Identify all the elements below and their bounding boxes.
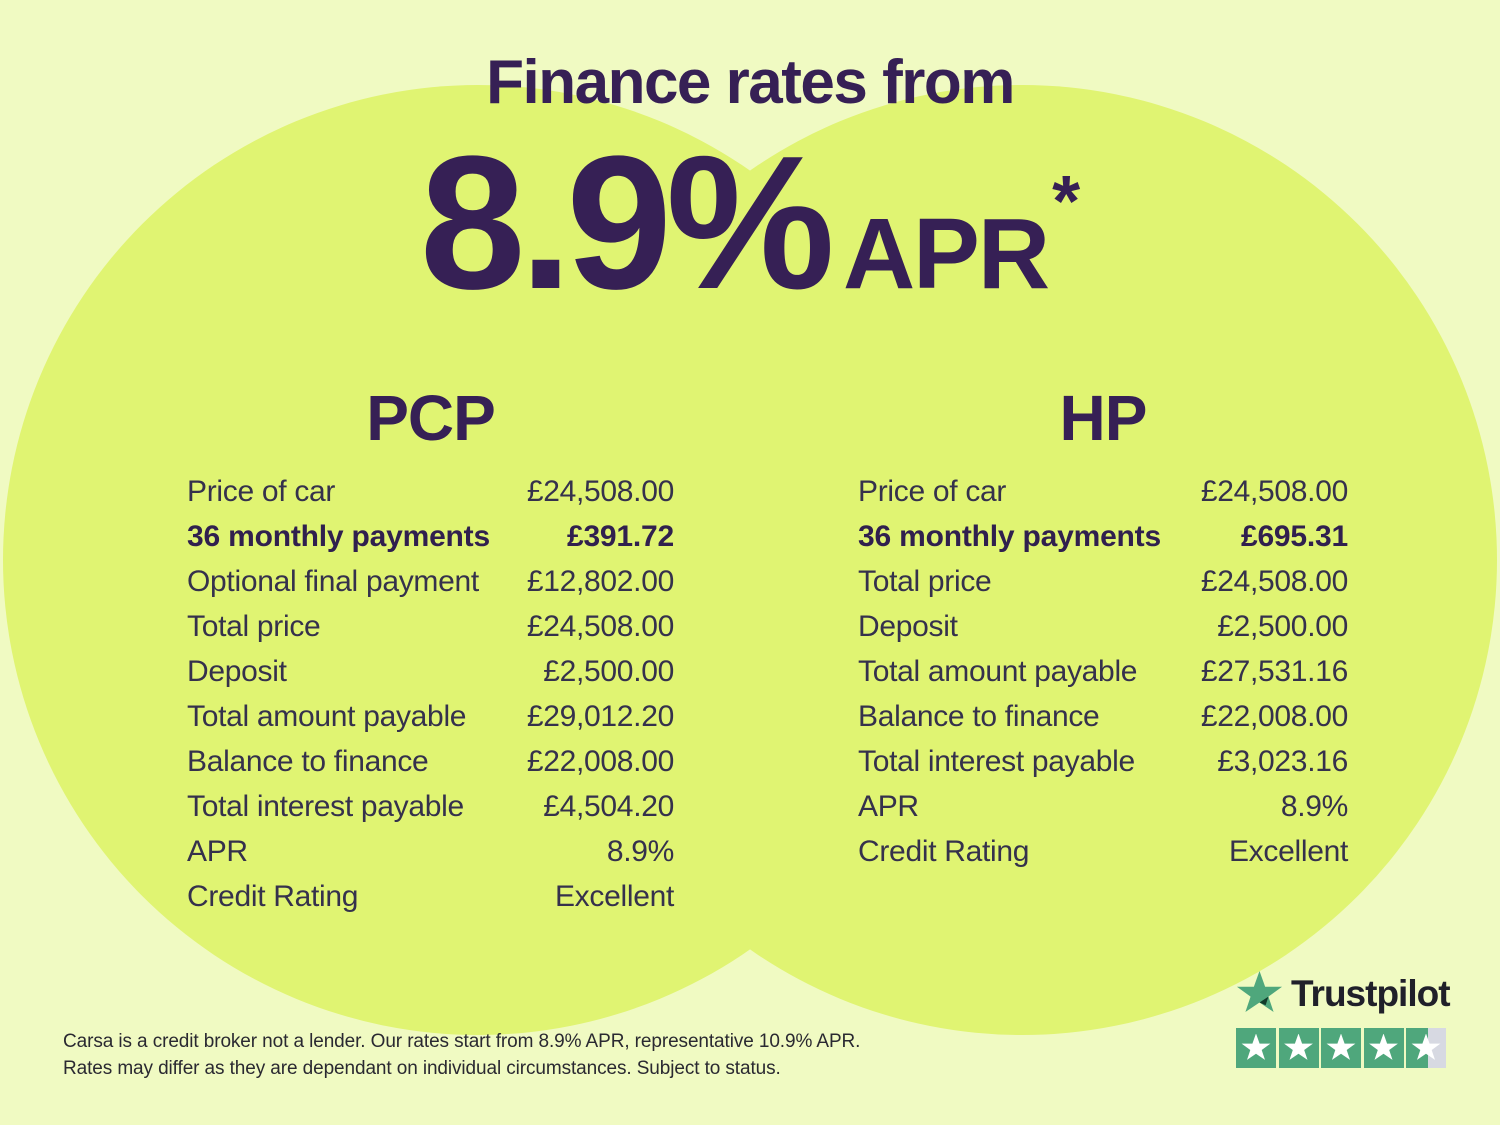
row-label: APR xyxy=(858,790,919,823)
rating-star-full-icon xyxy=(1236,1028,1276,1068)
table-row: Total amount payable £29,012.20 xyxy=(187,694,674,739)
row-label: Balance to finance xyxy=(187,745,429,778)
row-label: APR xyxy=(187,835,248,868)
row-value: £27,531.16 xyxy=(1200,655,1348,688)
background-circle-right xyxy=(547,85,1497,1035)
table-row: Price of car £24,508.00 xyxy=(858,469,1348,514)
hero-rate: 8.9% APR * xyxy=(0,117,1500,347)
row-label: 36 monthly payments xyxy=(187,520,490,553)
trustpilot-star-icon xyxy=(1236,971,1283,1016)
table-row: Total amount payable £27,531.16 xyxy=(858,649,1348,694)
disclaimer-line-2: Rates may differ as they are dependant o… xyxy=(63,1058,781,1079)
star-icon xyxy=(1236,971,1283,1012)
star-icon xyxy=(1241,1033,1271,1060)
table-row: Credit Rating Excellent xyxy=(187,874,674,919)
disclaimer-line-1: Carsa is a credit broker not a lender. O… xyxy=(63,1031,861,1052)
trustpilot-widget: Trustpilot xyxy=(1236,971,1451,1068)
page-title: Finance rates from xyxy=(486,48,1015,117)
row-value: £24,508.00 xyxy=(526,610,674,643)
rating-star-full-icon xyxy=(1321,1028,1361,1068)
pcp-table: Price of car £24,508.00 36 monthly paymen… xyxy=(187,469,674,919)
star-icon xyxy=(1411,1033,1441,1060)
row-label: Price of car xyxy=(187,475,336,508)
row-value: £391.72 xyxy=(566,520,674,553)
star-notch-shape xyxy=(1259,996,1269,1006)
row-label: Deposit xyxy=(858,610,958,643)
row-value: £22,008.00 xyxy=(526,745,674,778)
row-value: £24,508.00 xyxy=(1200,475,1348,508)
row-value: Excellent xyxy=(554,880,674,913)
row-value: £2,500.00 xyxy=(1217,610,1348,643)
hp-title: HP xyxy=(1059,382,1148,454)
hero-rate-unit: APR xyxy=(842,198,1050,310)
row-value: £12,802.00 xyxy=(526,565,674,598)
table-row: Price of car £24,508.00 xyxy=(187,469,674,514)
table-row: Balance to finance £22,008.00 xyxy=(187,739,674,784)
table-row: Total price £24,508.00 xyxy=(858,559,1348,604)
trustpilot-rating-stars xyxy=(1236,1028,1448,1068)
row-value: £4,504.20 xyxy=(543,790,674,823)
table-row: Total interest payable £3,023.16 xyxy=(858,739,1348,784)
rating-star-half-icon xyxy=(1406,1028,1446,1068)
row-value: Excellent xyxy=(1228,835,1348,868)
star-icon xyxy=(1369,1033,1398,1060)
trustpilot-brand-name: Trustpilot xyxy=(1291,972,1451,1014)
star-icon xyxy=(1326,1033,1356,1060)
row-value: £24,508.00 xyxy=(526,475,674,508)
hp-table: Price of car £24,508.00 36 monthly paymen… xyxy=(858,469,1348,874)
hero-rate-value: 8.9% xyxy=(419,117,835,329)
table-row: Deposit £2,500.00 xyxy=(858,604,1348,649)
row-label: Balance to finance xyxy=(858,700,1100,733)
table-row: Total interest payable £4,504.20 xyxy=(187,784,674,829)
table-row: Deposit £2,500.00 xyxy=(187,649,674,694)
disclaimer: Carsa is a credit broker not a lender. O… xyxy=(63,1028,1063,1082)
row-value: £24,508.00 xyxy=(1200,565,1348,598)
pcp-panel: PCP Price of car £24,508.00 36 monthly pa… xyxy=(187,386,674,919)
row-value: £2,500.00 xyxy=(543,655,674,688)
row-value: £29,012.20 xyxy=(526,700,674,733)
pcp-title: PCP xyxy=(366,382,496,454)
trustpilot-logo: Trustpilot xyxy=(1236,971,1451,1016)
table-row: 36 monthly payments £391.72 xyxy=(187,514,674,559)
rating-star-full-icon xyxy=(1363,1028,1404,1068)
table-row: Credit Rating Excellent xyxy=(858,829,1348,874)
table-row: Optional final payment £12,802.00 xyxy=(187,559,674,604)
row-label: Total amount payable xyxy=(187,700,467,733)
row-label: Total interest payable xyxy=(858,745,1135,778)
row-value: £3,023.16 xyxy=(1217,745,1348,778)
row-label: Price of car xyxy=(858,475,1007,508)
row-label: Total amount payable xyxy=(858,655,1138,688)
row-label: Deposit xyxy=(187,655,287,688)
row-label: Total price xyxy=(858,565,992,598)
row-label: Credit Rating xyxy=(187,880,359,913)
row-label: Total price xyxy=(187,610,321,643)
row-label: Total interest payable xyxy=(187,790,464,823)
table-row: APR 8.9% xyxy=(858,784,1348,829)
hp-panel: HP Price of car £24,508.00 36 monthly pay… xyxy=(858,386,1348,874)
row-value: £695.31 xyxy=(1240,520,1348,553)
table-row: Balance to finance £22,008.00 xyxy=(858,694,1348,739)
row-value: 8.9% xyxy=(606,835,674,868)
hero-asterisk: * xyxy=(1052,162,1081,242)
row-label: Credit Rating xyxy=(858,835,1030,868)
row-label: Optional final payment xyxy=(187,565,479,598)
table-row: APR 8.9% xyxy=(187,829,674,874)
row-label: 36 monthly payments xyxy=(858,520,1161,553)
row-value: £22,008.00 xyxy=(1200,700,1348,733)
row-value: 8.9% xyxy=(1280,790,1348,823)
rating-star-full-icon xyxy=(1278,1028,1319,1068)
star-icon xyxy=(1284,1033,1313,1060)
table-row: Total price £24,508.00 xyxy=(187,604,674,649)
table-row: 36 monthly payments £695.31 xyxy=(858,514,1348,559)
